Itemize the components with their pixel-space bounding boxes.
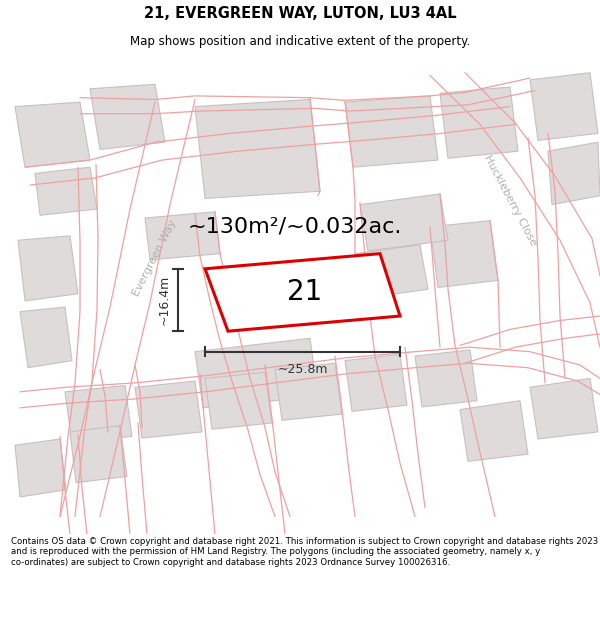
Polygon shape (430, 221, 498, 288)
Polygon shape (65, 386, 132, 444)
Text: 21: 21 (287, 278, 323, 306)
Polygon shape (15, 102, 90, 168)
Text: Map shows position and indicative extent of the property.: Map shows position and indicative extent… (130, 35, 470, 48)
Polygon shape (18, 236, 78, 301)
Polygon shape (90, 84, 165, 149)
Polygon shape (195, 338, 318, 408)
Text: Huckleberry Close: Huckleberry Close (482, 153, 538, 248)
Polygon shape (35, 168, 97, 216)
Polygon shape (205, 254, 400, 331)
Text: Contains OS data © Crown copyright and database right 2021. This information is : Contains OS data © Crown copyright and d… (11, 537, 598, 567)
Polygon shape (205, 372, 272, 429)
Text: Evergreen Way: Evergreen Way (131, 218, 179, 298)
Text: ~130m²/~0.032ac.: ~130m²/~0.032ac. (188, 217, 402, 237)
Polygon shape (195, 99, 320, 198)
Polygon shape (135, 381, 202, 438)
Polygon shape (415, 350, 477, 407)
Text: ~16.4m: ~16.4m (157, 275, 170, 325)
Text: ~25.8m: ~25.8m (277, 363, 328, 376)
Polygon shape (345, 354, 407, 411)
Text: 21, EVERGREEN WAY, LUTON, LU3 4AL: 21, EVERGREEN WAY, LUTON, LU3 4AL (143, 6, 457, 21)
Polygon shape (530, 72, 598, 141)
Polygon shape (355, 245, 428, 298)
Polygon shape (440, 87, 518, 158)
Polygon shape (15, 439, 66, 497)
Polygon shape (530, 378, 598, 439)
Polygon shape (360, 194, 448, 251)
Polygon shape (70, 426, 127, 483)
Polygon shape (460, 401, 528, 461)
Polygon shape (548, 142, 600, 204)
Polygon shape (145, 212, 220, 260)
Polygon shape (20, 307, 72, 368)
Polygon shape (345, 96, 438, 168)
Polygon shape (275, 363, 342, 420)
